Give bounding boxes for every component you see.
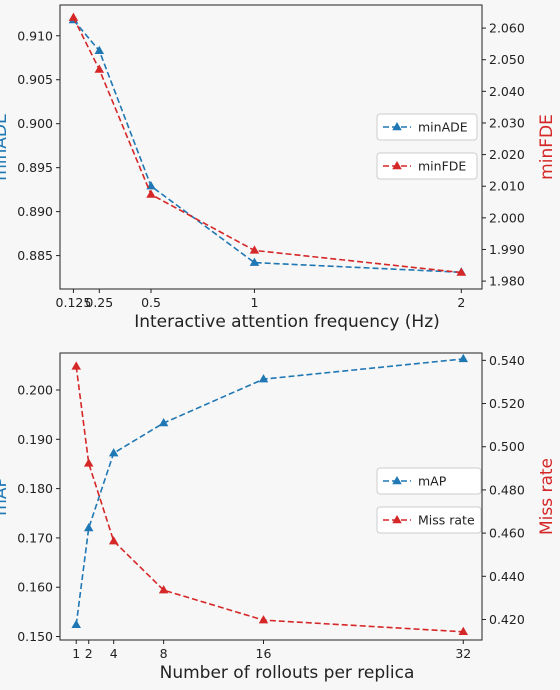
data-point-miss-rate [258,615,269,624]
y-right-tick-label: 2.010 [489,179,525,194]
x-tick-label: 0.125 [56,295,92,310]
legend-map: mAP [376,467,482,495]
y-left-tick-label: 0.150 [17,629,53,644]
plot-frame [59,352,483,641]
y-axis-label-right: minFDE [537,114,557,180]
y-left-tick-label: 0.160 [17,580,53,595]
data-point-miss-rate [108,536,119,545]
series-line-miss-rate [75,366,464,633]
data-point-minade [249,257,260,266]
y-axis-label-left: minADE [0,113,11,181]
x-tick-label: 1 [72,646,80,661]
data-point-minfde [249,245,260,254]
legend-box [376,506,482,534]
y-axis-label-right: Miss rate [537,458,557,535]
data-point-minfde [68,12,79,21]
y-left-tick-label: 0.910 [17,28,53,43]
data-point-minfde [146,189,156,198]
y-right-tick-label: 0.480 [489,482,525,497]
y-right-tick-label: 0.440 [489,569,525,584]
y-left-tick-label: 0.900 [17,116,53,131]
x-tick-label: 1 [250,295,258,310]
y-right-tick-label: 2.030 [489,115,525,130]
series-line-map [75,358,464,625]
data-point-minfde [94,64,105,73]
x-tick-label: 4 [110,646,118,661]
y-right-tick-label: 2.000 [489,210,525,225]
y-right-tick-label: 2.060 [489,21,525,36]
y-right-tick-label: 1.980 [489,274,525,289]
y-right-tick-label: 2.040 [489,84,525,99]
data-point-minfde [456,267,467,276]
legend-minfde: minFDE [376,152,478,180]
x-tick-label: 0.25 [85,295,113,310]
y-left-tick-label: 0.200 [17,382,53,397]
x-tick-label: 16 [256,646,272,661]
y-left-tick-label: 0.885 [17,248,53,263]
x-axis-label: Number of rollouts per replica [160,663,415,683]
legend-label: minFDE [418,159,466,174]
data-point-miss-rate [71,361,81,370]
legend-box [376,113,478,141]
legend-marker-icon [392,161,402,170]
legend-box [376,152,478,180]
y-right-tick-label: 0.540 [489,353,525,368]
y-left-tick-label: 0.890 [17,204,53,219]
data-point-map [458,353,469,363]
data-point-map [71,619,81,628]
y-right-tick-label: 2.050 [489,52,525,67]
x-tick-label: 8 [160,646,168,661]
y-left-tick-label: 0.170 [17,530,53,545]
legend-miss-rate: Miss rate [376,506,482,534]
plot-frame [59,4,483,290]
y-right-tick-label: 0.460 [489,526,525,541]
legend-box [376,467,482,495]
x-tick-label: 2 [85,646,93,661]
data-point-map [258,374,269,383]
y-right-tick-label: 0.420 [489,612,525,627]
y-right-tick-label: 0.520 [489,396,525,411]
chart-map-missrate: 1 2 4 8 16 32 0.150 0.160 0.170 0.180 0.190 0.200 0.… [0,352,557,683]
y-left-tick-label: 0.895 [17,160,53,175]
data-point-miss-rate [458,626,469,636]
x-tick-label: 32 [455,646,471,661]
y-right-tick-label: 1.990 [489,242,525,257]
legend-marker-icon [392,122,402,131]
data-point-map [108,448,119,457]
data-point-map [158,418,169,427]
data-point-miss-rate [158,585,169,594]
x-axis-label: Interactive attention frequency (Hz) [134,312,440,332]
legend-label: Miss rate [418,513,475,528]
data-point-miss-rate [83,458,94,467]
y-axis-label-left: mAP [0,477,11,515]
legend-minade: minADE [376,113,478,141]
y-right-tick-label: 0.500 [489,439,525,454]
y-left-tick-label: 0.905 [17,72,53,87]
legend-label: minADE [418,120,468,135]
y-right-tick-label: 2.020 [489,147,525,162]
legend-label: mAP [418,474,447,489]
series-line-minade [72,19,462,274]
x-tick-label: 0.5 [141,295,161,310]
y-left-tick-label: 0.180 [17,481,53,496]
series-line-minfde [72,17,462,274]
legend-marker-icon [392,515,402,524]
data-point-minade [94,45,105,54]
y-left-tick-label: 0.190 [17,432,53,447]
legend-marker-icon [392,476,402,485]
x-tick-label: 2 [457,295,465,310]
data-point-map [83,523,94,532]
